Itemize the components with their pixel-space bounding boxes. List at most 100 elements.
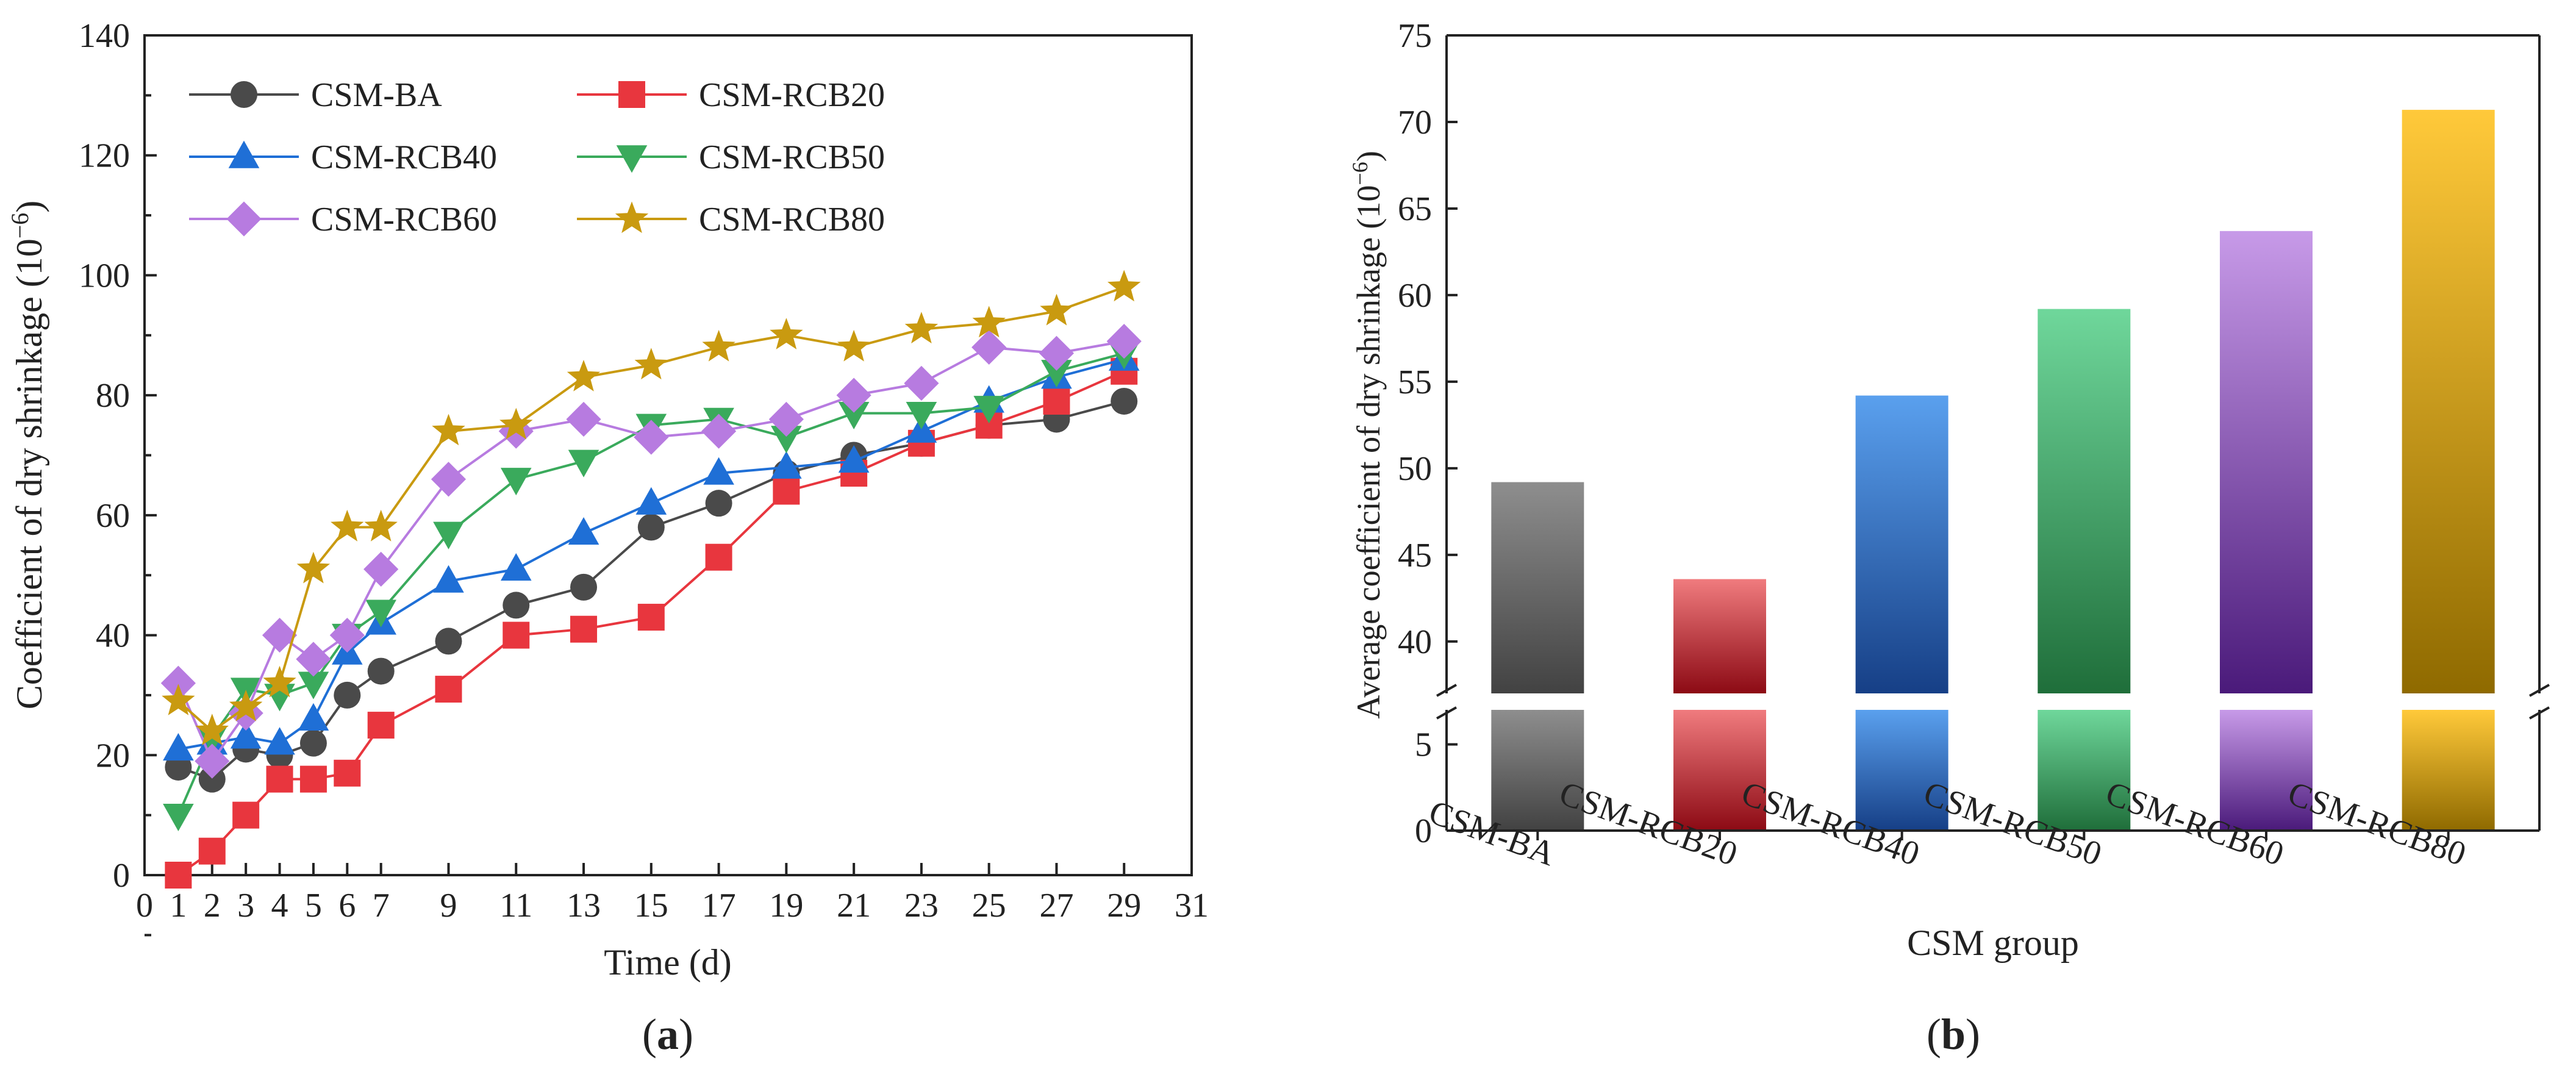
point-csm-rcb80-day-9: [432, 413, 465, 446]
point-csm-rcb40-day-11: [500, 553, 532, 581]
y-tick-label-upper-b-65: 65: [1398, 190, 1432, 228]
point-csm-ba-day-15: [637, 513, 665, 541]
y-tick-label-upper-b-45: 45: [1398, 537, 1432, 574]
legend-item-csm-rcb40: CSM-RCB40: [189, 138, 497, 176]
point-csm-rcb80-day-17: [702, 329, 735, 362]
point-csm-rcb80-day-29: [1107, 270, 1141, 302]
x-tick-label-a-1: 1: [170, 887, 187, 925]
point-csm-rcb20-day-5: [299, 765, 327, 793]
series-csm-rcb80: [162, 270, 1141, 746]
legend-marker-csm-rcb20: [618, 81, 645, 108]
legend-label-csm-rcb40: CSM-RCB40: [311, 138, 497, 176]
point-csm-rcb60-day-19: [768, 401, 804, 437]
point-csm-rcb20-day-17: [705, 543, 732, 571]
axis-break-mark-right-top: [2529, 684, 2550, 697]
point-csm-rcb50-day-25: [973, 396, 1004, 424]
point-csm-rcb60-day-23: [904, 365, 939, 401]
point-csm-rcb60-day-7: [363, 551, 399, 587]
point-csm-rcb80-day-27: [1040, 293, 1073, 326]
point-csm-rcb60-day-13: [566, 401, 601, 437]
bar-upper-csm-rcb50: [2038, 309, 2131, 693]
x-tick-label-a-11: 11: [499, 887, 532, 925]
point-csm-rcb50-day-19: [771, 426, 802, 454]
y-tick-label-upper-b-55: 55: [1398, 363, 1432, 401]
point-csm-rcb40-day-1: [163, 733, 194, 761]
x-tick-label-a-25: 25: [972, 887, 1006, 925]
point-csm-rcb80-day-1: [162, 684, 195, 715]
point-csm-rcb50-day-5: [298, 671, 329, 699]
y-tick-label-a-40: 40: [96, 617, 130, 655]
point-csm-ba-day-6: [334, 681, 361, 709]
point-csm-rcb60-day-29: [1106, 324, 1142, 359]
x-tick-label-a-21: 21: [837, 887, 871, 925]
point-csm-ba-day-11: [503, 592, 530, 619]
legend-item-csm-rcb20: CSM-RCB20: [577, 76, 885, 114]
x-tick-label-a-31: 31: [1175, 887, 1209, 925]
x-tick-label-a-7: 7: [373, 887, 390, 925]
y-tick-label-a-120: 120: [79, 137, 130, 175]
y-tick-label-upper-b-60: 60: [1398, 277, 1432, 315]
series-csm-rcb60: [160, 324, 1142, 779]
legend-label-csm-rcb60: CSM-RCB60: [311, 201, 497, 238]
point-csm-rcb50-day-9: [433, 521, 464, 549]
point-csm-rcb20-day-2: [198, 837, 226, 865]
bar-lower-csm-rcb40: [1855, 710, 1948, 831]
bar-lower-csm-rcb60: [2220, 710, 2313, 831]
legend-marker-csm-rcb50: [616, 145, 648, 173]
point-csm-ba-day-7: [367, 657, 395, 685]
point-csm-ba-day-17: [705, 490, 732, 517]
legend-label-csm-rcb80: CSM-RCB80: [699, 201, 885, 238]
point-csm-rcb40-day-19: [771, 451, 802, 479]
point-csm-rcb50-day-11: [500, 468, 532, 496]
point-csm-rcb50-day-7: [365, 599, 397, 628]
panel-label-a: (a): [642, 1010, 693, 1059]
point-csm-rcb40-day-9: [433, 565, 464, 593]
x-tick-label-a-29: 29: [1107, 887, 1141, 925]
point-csm-ba-day-13: [570, 573, 598, 601]
point-csm-rcb40-day-5: [298, 703, 329, 731]
point-csm-ba-day-29: [1111, 387, 1138, 415]
point-csm-ba-day-9: [435, 628, 462, 655]
bar-lower-csm-rcb20: [1673, 710, 1766, 831]
point-csm-rcb20-day-7: [367, 712, 395, 739]
y-tick-label-a-20: 20: [96, 737, 130, 774]
axis-break-mark-left-bottom: [1436, 706, 1457, 720]
bars-b: [1491, 110, 2495, 831]
legend-item-csm-rcb80: CSM-RCB80: [577, 201, 885, 238]
point-csm-rcb80-day-25: [972, 306, 1006, 338]
legend-marker-csm-rcb60: [226, 201, 262, 237]
point-csm-rcb60-day-4: [262, 617, 298, 653]
point-csm-rcb50-day-23: [906, 401, 937, 430]
x-tick-label-a-15: 15: [634, 887, 668, 925]
point-csm-rcb50-day-13: [568, 449, 599, 478]
point-csm-rcb40-day-21: [838, 445, 870, 473]
legend-label-csm-rcb50: CSM-RCB50: [699, 138, 885, 176]
point-csm-rcb20-day-4: [266, 765, 293, 793]
y-tick-label-a-100: 100: [79, 257, 130, 295]
point-csm-rcb40-day-4: [264, 727, 295, 755]
legend-a: CSM-BA CSM-RCB20 CSM-RCB40 CSM-RCB50 CSM-RCB…: [189, 76, 885, 238]
x-tick-label-a-5: 5: [305, 887, 322, 925]
x-tick-label-a-19: 19: [769, 887, 803, 925]
point-csm-rcb80-day-19: [770, 318, 803, 349]
point-csm-rcb20-day-19: [773, 478, 800, 505]
axis-break-mark-right-bottom: [2529, 706, 2550, 720]
y-tick-label-a-80: 80: [96, 377, 130, 415]
point-csm-rcb20-day-9: [435, 676, 462, 703]
point-csm-rcb80-day-4: [263, 665, 296, 698]
y-tick-label-a-0: 0: [113, 857, 130, 895]
y-tick-label-a-140: 140: [79, 17, 130, 55]
point-csm-rcb50-day-27: [1041, 360, 1072, 388]
point-csm-rcb80-day-2: [195, 714, 229, 746]
point-csm-rcb80-day-3: [229, 690, 263, 721]
legend-item-csm-rcb60: CSM-RCB60: [189, 201, 497, 238]
legend-marker-csm-rcb80: [615, 201, 649, 234]
bar-upper-csm-rcb20: [1673, 579, 1766, 693]
legend-label-csm-ba: CSM-BA: [311, 76, 442, 114]
x-tick-label-a-6: 6: [338, 887, 356, 925]
y-axis-ticks-a: 0 20 40 60 80 100 120 140: [79, 17, 157, 937]
y-tick-label-lower-b-0: 0: [1415, 812, 1432, 850]
point-csm-rcb60-day-5: [296, 642, 331, 677]
